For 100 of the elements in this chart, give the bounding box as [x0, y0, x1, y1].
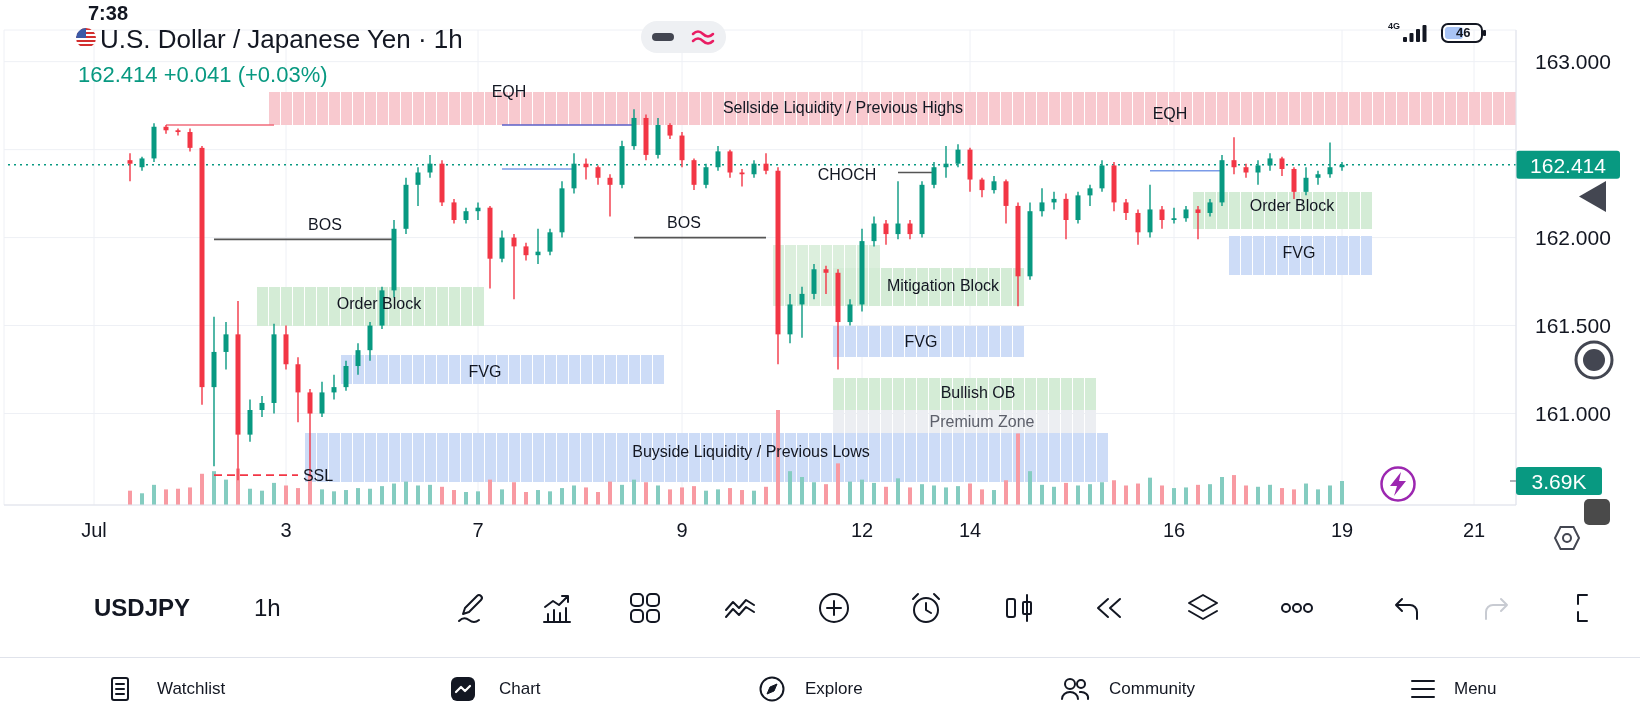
candlestick	[847, 298, 853, 327]
bar	[1040, 484, 1044, 505]
bar	[728, 488, 732, 505]
annotation: FVG	[1282, 244, 1316, 261]
bar	[488, 479, 492, 505]
bar	[656, 485, 660, 505]
text: 1h	[254, 594, 281, 621]
bar	[1064, 482, 1068, 505]
candlestick	[319, 381, 325, 418]
bar	[212, 471, 216, 505]
bar	[512, 482, 516, 505]
bar	[296, 488, 300, 505]
bar	[608, 481, 612, 505]
bar	[500, 489, 504, 505]
candlestick	[607, 173, 613, 218]
x-tick-label: 14	[958, 519, 982, 542]
bar	[1004, 480, 1008, 505]
x-tick-label: 19	[1330, 519, 1354, 542]
candlestick	[1039, 187, 1045, 218]
bar	[1124, 485, 1128, 505]
y-tick-label: 163.000	[1535, 50, 1611, 74]
chart-title: U.S. Dollar / Japanese Yen · 1h	[100, 24, 463, 54]
bar	[1256, 486, 1260, 505]
annotation: FVG	[904, 333, 938, 350]
candlestick	[895, 180, 901, 241]
bar	[452, 490, 456, 505]
annotation: FVG	[468, 363, 502, 380]
bar	[476, 491, 480, 505]
bar	[248, 488, 252, 505]
candlestick	[1159, 205, 1165, 230]
bar	[584, 487, 588, 505]
bar	[1184, 487, 1188, 505]
candlestick	[1195, 205, 1201, 241]
candlestick	[1279, 155, 1285, 177]
candlestick	[1123, 198, 1129, 221]
candlestick	[499, 229, 505, 263]
candlestick	[259, 395, 265, 418]
annotation: Premium Zone	[929, 413, 1035, 430]
candlestick	[883, 219, 889, 246]
bar	[620, 484, 624, 505]
bar	[752, 490, 756, 505]
bar	[1304, 483, 1308, 505]
bar	[1340, 480, 1344, 505]
bar	[860, 479, 864, 505]
bar	[1112, 480, 1116, 505]
bar	[1292, 489, 1296, 505]
bar	[272, 482, 276, 505]
bar	[968, 483, 972, 505]
bar	[908, 487, 912, 505]
bar	[764, 486, 768, 505]
annotation: Order Block	[1249, 197, 1335, 214]
y-tick-label: 161.500	[1535, 314, 1611, 338]
bar	[716, 489, 720, 505]
bar	[1148, 477, 1152, 505]
ref-line-label: 162.414	[1530, 153, 1607, 177]
candlestick	[175, 127, 181, 137]
annotation: Bullish OB	[940, 384, 1016, 401]
candlestick	[511, 233, 517, 300]
bar	[440, 486, 444, 505]
candlestick	[1147, 184, 1153, 239]
bar	[896, 478, 900, 505]
bar	[1268, 484, 1272, 505]
text: Community	[1109, 679, 1195, 698]
bar	[1088, 484, 1092, 505]
bar	[644, 482, 648, 505]
text: Menu	[1454, 679, 1497, 698]
bar	[1316, 489, 1320, 505]
bar	[668, 489, 672, 505]
bar	[284, 485, 288, 505]
text: 7:38	[88, 2, 129, 24]
text: USDJPY	[94, 594, 191, 621]
annotation: EQH	[491, 83, 527, 100]
bar	[1328, 485, 1332, 505]
bar	[1076, 485, 1080, 505]
bar	[560, 488, 564, 505]
x-tick-label: 21	[1462, 519, 1486, 542]
bar	[692, 486, 696, 505]
bar	[152, 484, 156, 505]
bar	[632, 479, 636, 505]
bar	[1172, 488, 1176, 505]
bar	[1232, 475, 1236, 505]
x-tick-label: 9	[676, 519, 688, 542]
candlestick	[187, 127, 193, 153]
candlestick	[1303, 166, 1309, 197]
bar	[140, 493, 144, 505]
candlestick	[1135, 208, 1141, 246]
bar	[524, 491, 528, 505]
bar	[176, 488, 180, 505]
text: 162.414 +0.041 (+0.03%)	[78, 62, 328, 87]
bar	[332, 491, 336, 505]
bar	[356, 488, 360, 505]
bar	[572, 485, 576, 505]
x-tick-label: Jul	[81, 519, 107, 542]
annotation: Sellside Liquidity / Previous Highs	[722, 99, 964, 116]
candlestick	[415, 166, 421, 207]
bar	[536, 490, 540, 505]
candlestick	[799, 286, 805, 339]
candlestick	[871, 215, 877, 248]
y-tick-label: 161.000	[1535, 401, 1611, 425]
bar	[848, 481, 852, 505]
